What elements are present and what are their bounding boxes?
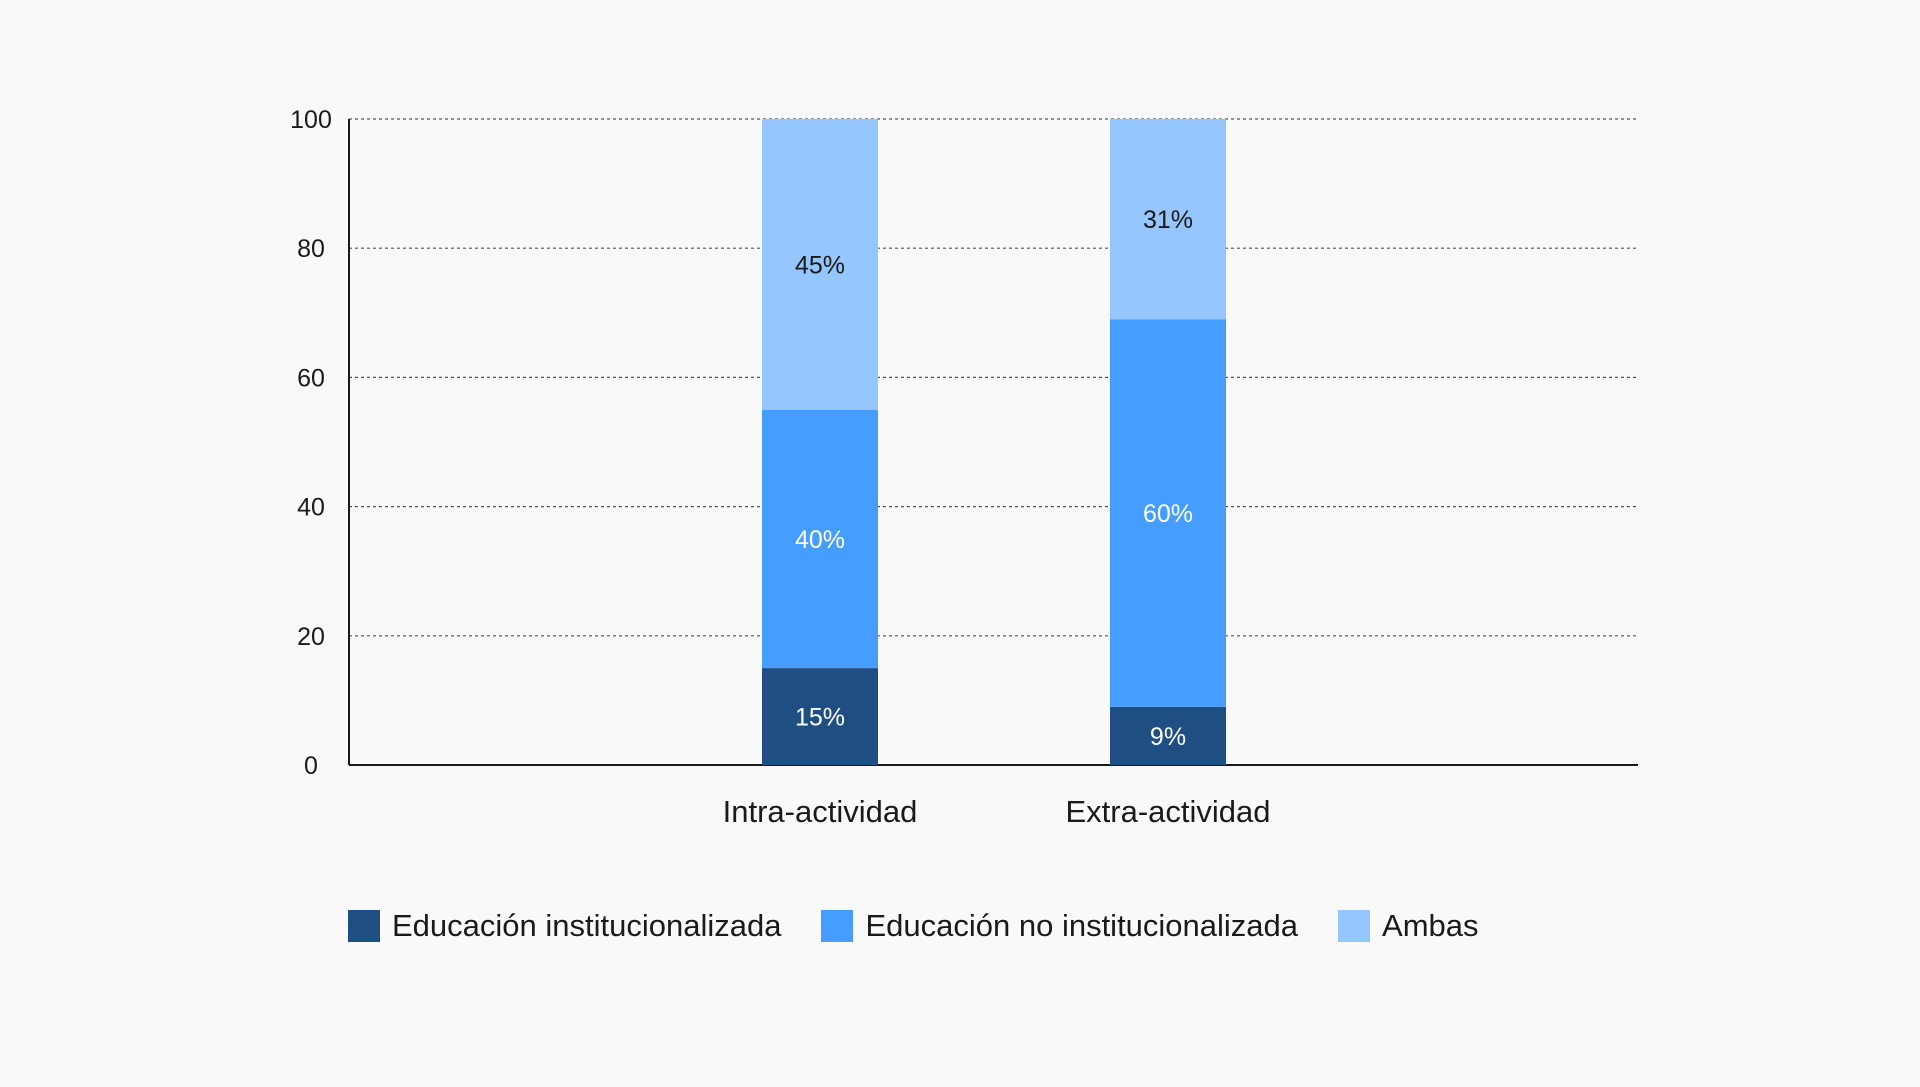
bar-data-label: 45%: [795, 251, 845, 279]
bar-segment: [1110, 319, 1226, 707]
legend-label: Educación institucionalizada: [392, 908, 782, 943]
legend-swatch: [348, 910, 380, 942]
y-tick-label: 100: [290, 106, 332, 134]
bar-data-label: 9%: [1150, 723, 1186, 751]
bar-data-label: 31%: [1143, 206, 1193, 234]
x-tick-label: Extra-actividad: [1065, 794, 1270, 829]
legend-swatch: [821, 910, 854, 942]
legend-item: Ambas: [1338, 908, 1479, 944]
bars: [762, 119, 1226, 765]
bar-data-label: 40%: [795, 526, 845, 554]
y-tick-label: 60: [297, 364, 325, 392]
y-tick-label: 20: [297, 623, 325, 651]
gridlines: [349, 118, 1638, 637]
legend-label: Ambas: [1382, 908, 1479, 943]
legend-label: Educación no institucionalizada: [865, 908, 1299, 943]
legend-swatch: [1338, 910, 1371, 942]
bar-data-label: 60%: [1143, 500, 1193, 528]
data-labels: 15% 40% 45% 9% 60% 31%: [795, 206, 1193, 751]
x-tick-labels: Intra-actividad Extra-actividad: [723, 794, 1271, 829]
bar-segment: [762, 668, 878, 765]
bar-segment: [1110, 119, 1226, 320]
y-tick-label: 40: [297, 494, 325, 522]
bar-data-label: 15%: [795, 704, 845, 732]
y-tick-labels: 0 20 40 60 80 100: [290, 106, 332, 780]
bar-segment: [762, 409, 878, 669]
legend: Educación institucionalizada Educación no…: [348, 908, 1479, 944]
legend-item: Educación no institucionalizada: [821, 908, 1298, 944]
axes: [348, 119, 1638, 766]
x-tick-label: Intra-actividad: [723, 794, 918, 829]
bar-segment: [1110, 706, 1226, 765]
y-tick-label: 80: [297, 235, 325, 263]
bar-segment: [762, 119, 878, 410]
y-tick-label: 0: [304, 752, 318, 780]
legend-item: Educación institucionalizada: [348, 908, 781, 944]
